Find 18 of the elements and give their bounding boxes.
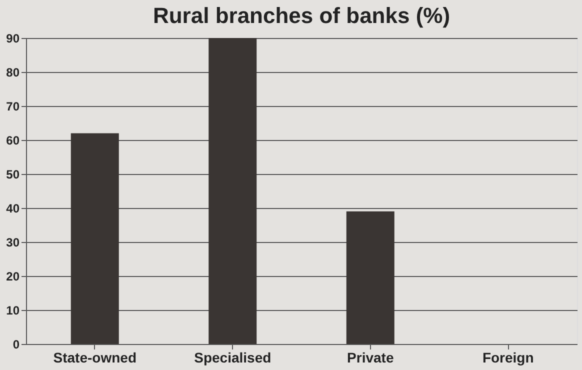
y-tick-label: 20 bbox=[6, 270, 20, 284]
bar bbox=[208, 38, 257, 344]
y-tick-label: 60 bbox=[6, 134, 20, 148]
bar bbox=[346, 211, 394, 344]
y-tick-label: 0 bbox=[12, 338, 20, 352]
x-tick-label: State-owned bbox=[53, 350, 136, 366]
x-tick-label: Private bbox=[347, 350, 394, 366]
bar bbox=[70, 133, 119, 344]
y-tick-label: 80 bbox=[6, 66, 20, 80]
y-tick-label: 10 bbox=[6, 304, 20, 318]
y-tick-label: 70 bbox=[6, 100, 20, 114]
y-tick-label: 30 bbox=[6, 236, 20, 250]
chart-title: Rural branches of banks (%) bbox=[152, 3, 450, 28]
y-tick-label: 90 bbox=[6, 32, 20, 46]
x-tick-label: Foreign bbox=[482, 350, 534, 366]
x-tick-label: Specialised bbox=[194, 350, 272, 366]
y-tick-label: 40 bbox=[6, 202, 20, 216]
y-tick-label: 50 bbox=[6, 168, 20, 182]
